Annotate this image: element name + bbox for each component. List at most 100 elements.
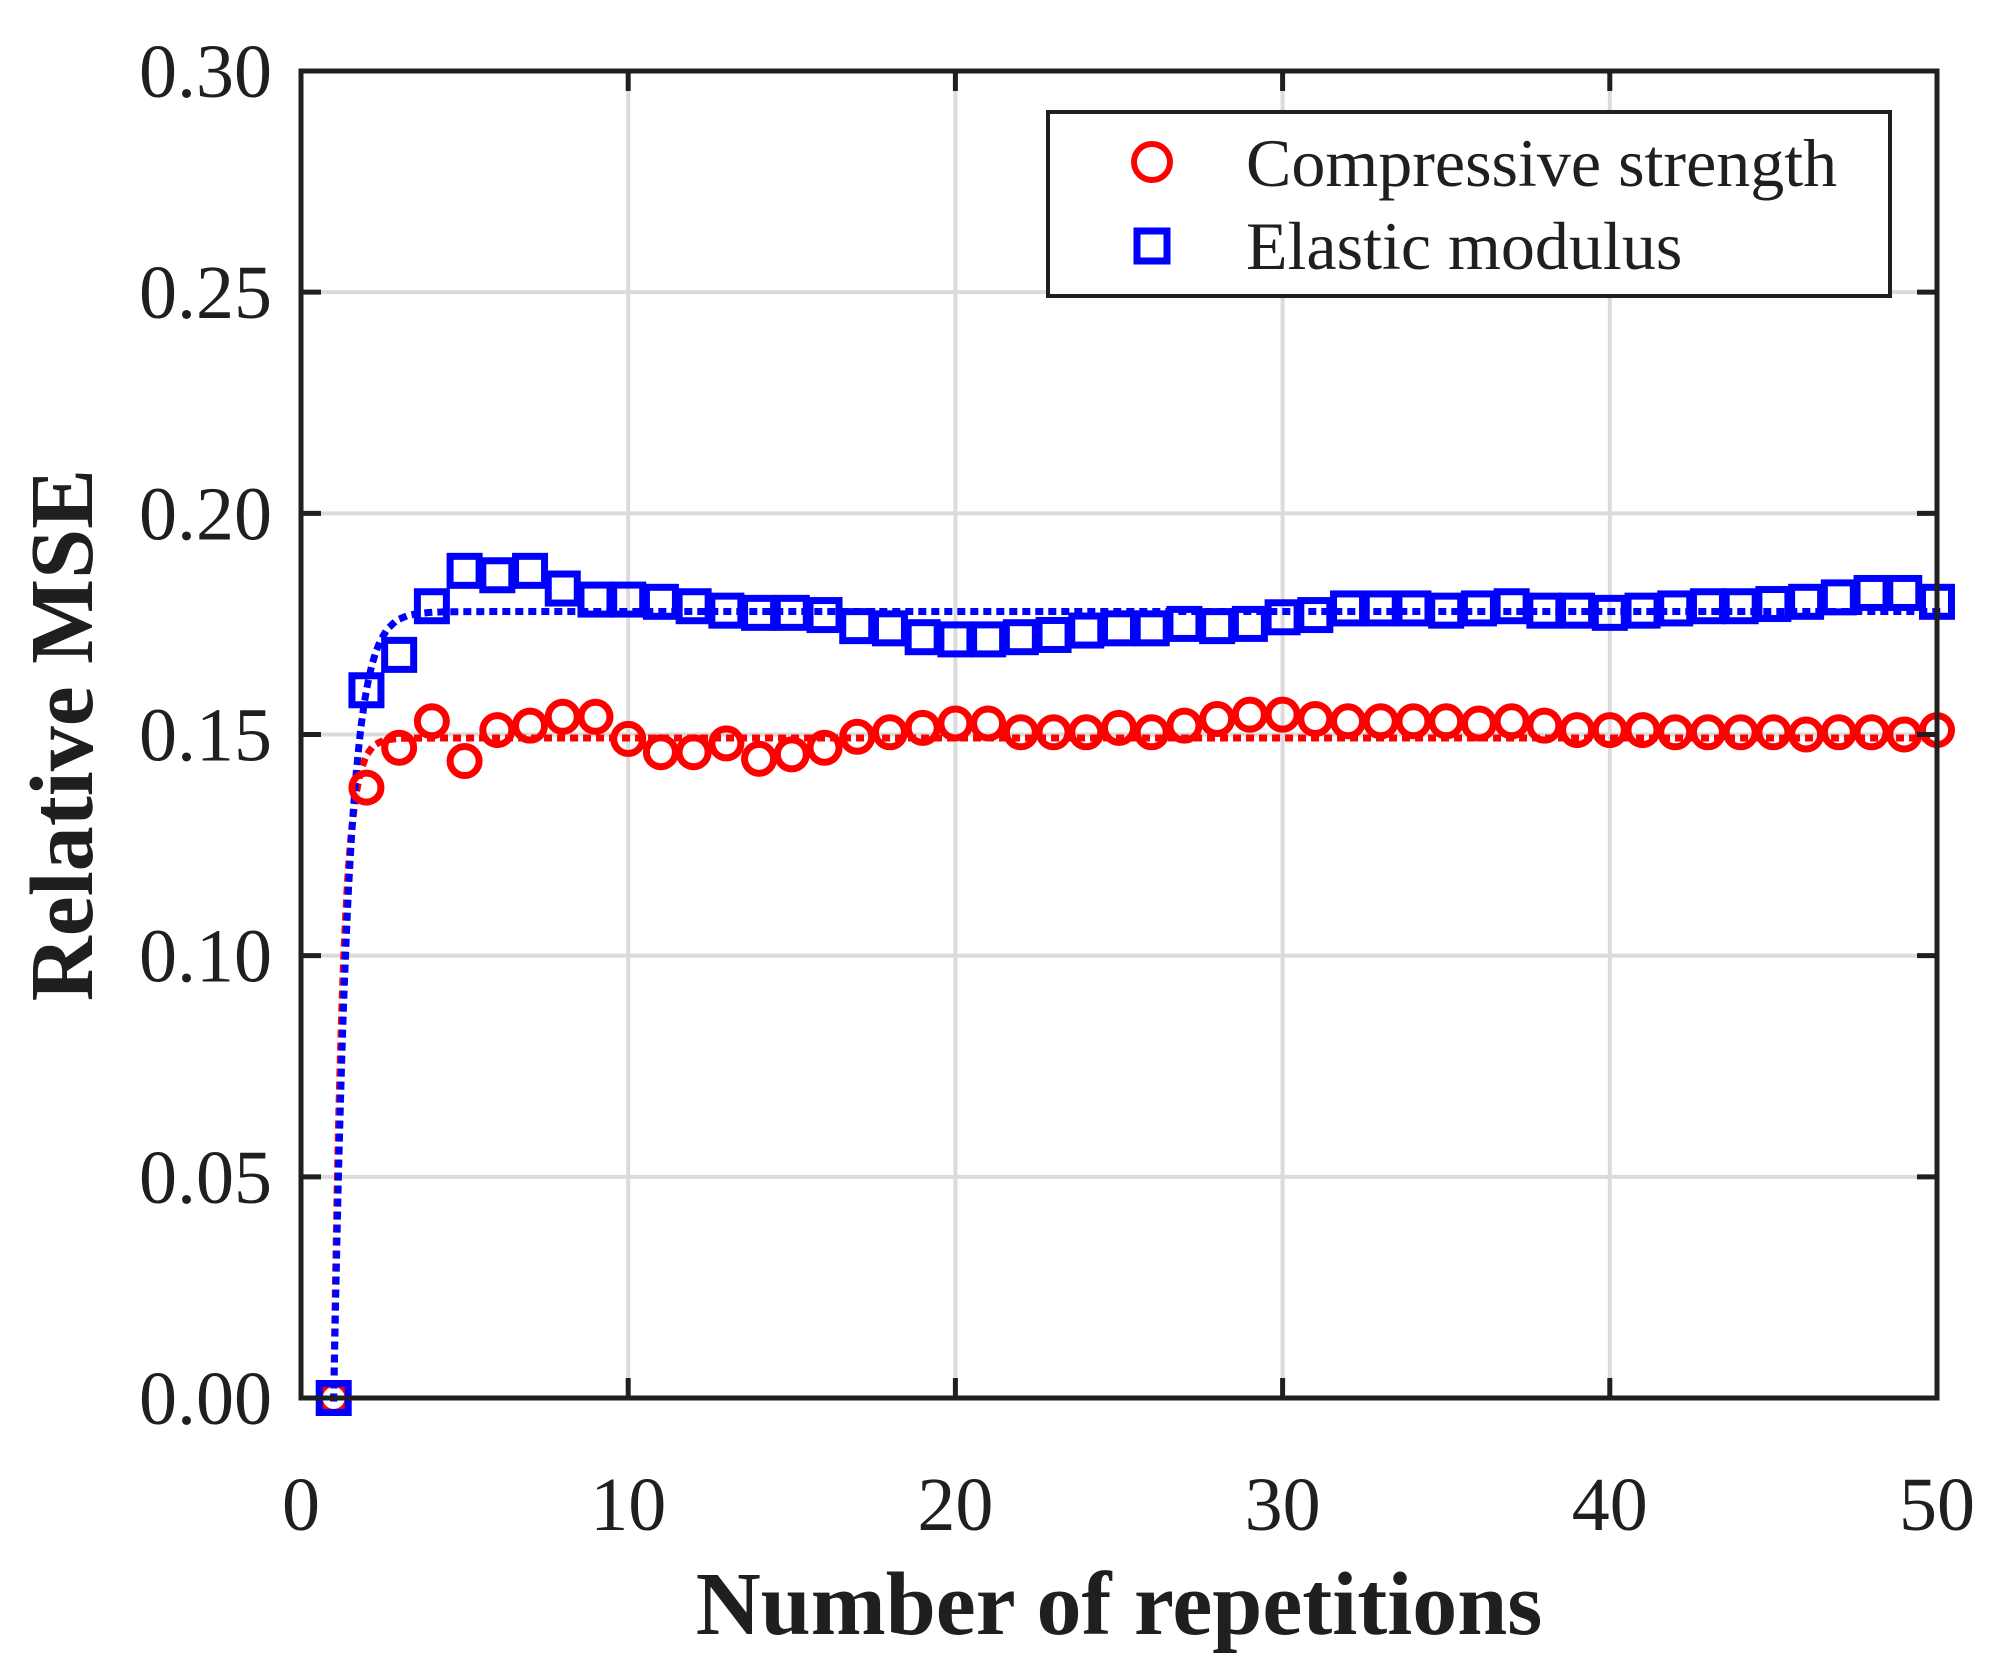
data-point-elastic-modulus bbox=[1297, 597, 1334, 634]
data-point-compressive-strength bbox=[1428, 703, 1465, 740]
data-point-compressive-strength bbox=[1559, 712, 1596, 749]
data-point-elastic-modulus bbox=[1559, 592, 1596, 629]
data-point-elastic-modulus bbox=[642, 583, 679, 620]
y-tick-label: 0.05 bbox=[139, 1136, 272, 1220]
data-point-compressive-strength bbox=[1820, 714, 1857, 751]
data-point-compressive-strength bbox=[839, 718, 876, 755]
legend-label-elastic: Elastic modulus bbox=[1246, 208, 1682, 284]
data-point-compressive-strength bbox=[1853, 714, 1890, 751]
data-point-compressive-strength bbox=[642, 734, 679, 771]
y-tick-label: 0.10 bbox=[139, 915, 272, 999]
data-point-compressive-strength bbox=[937, 705, 974, 742]
data-point-compressive-strength bbox=[512, 707, 549, 744]
y-tick-label: 0.15 bbox=[139, 694, 272, 778]
data-point-compressive-strength bbox=[1624, 712, 1661, 749]
data-point-elastic-modulus bbox=[871, 610, 908, 647]
legend-box bbox=[1046, 110, 1892, 298]
data-point-elastic-modulus bbox=[577, 581, 614, 618]
data-point-elastic-modulus bbox=[610, 581, 647, 618]
data-point-compressive-strength bbox=[675, 734, 712, 771]
data-point-elastic-modulus bbox=[348, 672, 385, 709]
trend-line-compressive bbox=[330, 734, 1941, 1402]
data-point-elastic-modulus bbox=[1722, 588, 1759, 625]
y-tick-label: 0.00 bbox=[139, 1357, 272, 1441]
data-point-compressive-strength bbox=[1493, 703, 1530, 740]
y-axis-title: Relative MSE bbox=[13, 469, 112, 1001]
data-point-compressive-strength bbox=[1133, 714, 1170, 751]
data-point-compressive-strength bbox=[1330, 703, 1367, 740]
data-point-elastic-modulus bbox=[413, 588, 450, 625]
data-point-elastic-modulus bbox=[1068, 612, 1105, 649]
data-point-elastic-modulus bbox=[970, 621, 1007, 658]
data-point-elastic-modulus bbox=[1460, 590, 1497, 627]
data-point-elastic-modulus bbox=[741, 594, 778, 631]
data-point-elastic-modulus bbox=[446, 552, 483, 589]
data-point-compressive-strength bbox=[1002, 714, 1039, 751]
data-point-compressive-strength bbox=[1199, 701, 1236, 738]
data-point-compressive-strength bbox=[381, 729, 418, 766]
x-tick-label: 0 bbox=[282, 1463, 320, 1547]
data-point-elastic-modulus bbox=[1591, 594, 1628, 631]
data-point-compressive-strength bbox=[1657, 714, 1694, 751]
legend-circle-marker-icon bbox=[1131, 141, 1173, 183]
x-tick-label: 40 bbox=[1572, 1463, 1648, 1547]
data-point-elastic-modulus bbox=[904, 619, 941, 656]
data-point-compressive-strength bbox=[1591, 712, 1628, 749]
data-point-compressive-strength bbox=[1755, 714, 1792, 751]
data-point-compressive-strength bbox=[1068, 714, 1105, 751]
data-point-elastic-modulus bbox=[1820, 579, 1857, 616]
data-point-compressive-strength bbox=[1231, 696, 1268, 733]
data-point-compressive-strength bbox=[708, 725, 745, 762]
data-point-compressive-strength bbox=[1035, 714, 1072, 751]
x-axis-title: Number of repetitions bbox=[696, 1555, 1543, 1654]
legend: Compressive strength Elastic modulus bbox=[1046, 110, 1892, 298]
data-point-elastic-modulus bbox=[1886, 574, 1923, 611]
x-tick-label: 20 bbox=[917, 1463, 993, 1547]
axis-layer bbox=[298, 68, 1940, 1401]
data-point-elastic-modulus bbox=[1624, 592, 1661, 629]
data-point-compressive-strength bbox=[479, 712, 516, 749]
data-point-compressive-strength bbox=[1460, 705, 1497, 742]
data-point-compressive-strength bbox=[904, 709, 941, 746]
data-point-compressive-strength bbox=[348, 769, 385, 806]
data-point-compressive-strength bbox=[741, 740, 778, 777]
data-point-compressive-strength bbox=[577, 698, 614, 735]
data-point-elastic-modulus bbox=[937, 621, 974, 658]
tick-label-layer: 0 10 20 30 40 50 0.00 0.05 0.10 0.15 0.20 0.25 0.30 bbox=[139, 30, 1975, 1547]
data-point-elastic-modulus bbox=[1101, 610, 1137, 647]
data-point-compressive-strength bbox=[970, 705, 1007, 742]
data-point-elastic-modulus bbox=[773, 594, 810, 631]
data-point-elastic-modulus bbox=[675, 588, 712, 625]
data-point-elastic-modulus bbox=[1133, 610, 1170, 647]
data-point-elastic-modulus bbox=[1755, 586, 1792, 623]
data-point-elastic-modulus bbox=[708, 592, 745, 629]
data-point-compressive-strength bbox=[806, 729, 843, 766]
data-point-compressive-strength bbox=[871, 714, 908, 751]
data-point-elastic-modulus bbox=[1526, 592, 1563, 629]
data-point-compressive-strength bbox=[610, 720, 647, 757]
data-point-compressive-strength bbox=[773, 736, 810, 773]
data-point-elastic-modulus bbox=[839, 608, 876, 645]
data-point-elastic-modulus bbox=[479, 557, 516, 594]
data-point-compressive-strength bbox=[1526, 707, 1563, 744]
data-point-elastic-modulus bbox=[1330, 590, 1367, 627]
data-point-elastic-modulus bbox=[1199, 608, 1236, 645]
x-tick-label: 30 bbox=[1245, 1463, 1321, 1547]
data-point-elastic-modulus bbox=[806, 597, 843, 634]
data-point-elastic-modulus bbox=[1689, 588, 1726, 625]
data-point-elastic-modulus bbox=[1493, 588, 1530, 625]
data-point-compressive-strength bbox=[1264, 696, 1301, 733]
data-point-elastic-modulus bbox=[1657, 590, 1694, 627]
data-point-elastic-modulus bbox=[1035, 616, 1072, 653]
data-point-compressive-strength bbox=[1297, 701, 1334, 738]
legend-square-marker-icon bbox=[1133, 227, 1171, 265]
data-point-compressive-strength bbox=[446, 743, 483, 780]
data-point-elastic-modulus bbox=[1231, 605, 1268, 642]
data-point-compressive-strength bbox=[1166, 707, 1203, 744]
y-tick-label: 0.20 bbox=[139, 472, 272, 556]
data-point-compressive-strength bbox=[1788, 716, 1825, 753]
x-tick-label: 10 bbox=[590, 1463, 666, 1547]
data-layer bbox=[315, 552, 1955, 1416]
data-point-compressive-strength bbox=[544, 698, 581, 735]
